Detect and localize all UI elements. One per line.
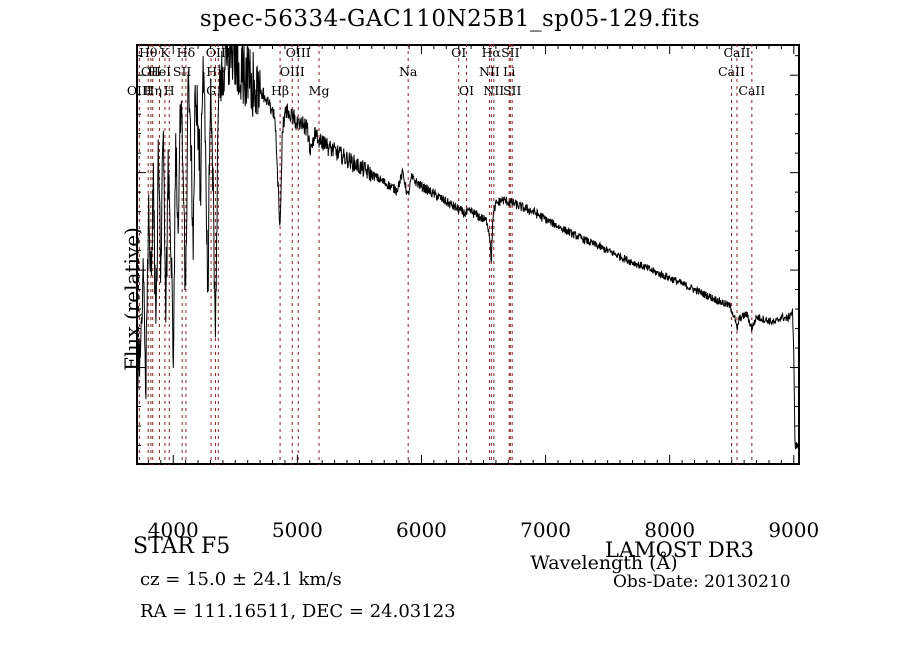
- line-label-oi: OI: [458, 83, 475, 98]
- line-label-h: Hθ: [138, 45, 158, 60]
- line-label-sii: SII: [501, 45, 520, 60]
- line-label-li: Li: [503, 64, 516, 79]
- x-tick-label: 9000: [768, 518, 820, 542]
- x-tick-label: 4000: [147, 518, 199, 542]
- line-label-sii: SII: [172, 64, 192, 79]
- page-title: spec-56334-GAC110N25B1_sp05-129.fits: [199, 6, 701, 32]
- line-label-h: Hα: [481, 45, 501, 60]
- plot-frame: [136, 44, 800, 465]
- y-axis-title: Flux (relative): [120, 227, 144, 371]
- line-label-h: Hη: [143, 83, 162, 98]
- observation-date: Obs-Date: 20130210: [613, 572, 791, 592]
- line-label-k: K: [160, 45, 170, 60]
- line-label-caii: CaII: [718, 64, 745, 79]
- line-label-caii: CaII: [723, 45, 751, 60]
- line-label-na: Na: [398, 64, 418, 79]
- line-label-h: H: [163, 83, 175, 98]
- line-label-oiii: OIII: [126, 83, 152, 98]
- line-label-nii: NII: [483, 83, 505, 98]
- object-class: STAR F5: [133, 534, 231, 559]
- x-tick-label: 5000: [271, 518, 323, 542]
- line-label-caii: CaII: [738, 83, 766, 98]
- line-label-oii: OII: [140, 64, 161, 79]
- survey-name: LAMOST DR3: [605, 538, 754, 562]
- line-label-sii: SII: [502, 83, 522, 98]
- line-label-h: Hδ: [176, 45, 196, 60]
- line-label-mg: Mg: [308, 83, 330, 98]
- line-label-h: Hγ: [206, 64, 225, 79]
- line-label-hei: HeI: [147, 64, 172, 79]
- line-label-oiii: OIII: [205, 45, 231, 60]
- x-tick-label: 6000: [396, 518, 447, 542]
- x-tick-label: 7000: [520, 518, 572, 542]
- line-label-g: G: [206, 83, 217, 98]
- line-label-nii: NII: [479, 64, 500, 79]
- line-label-h: Hβ: [271, 83, 290, 98]
- spectrum-canvas: [136, 44, 800, 465]
- x-tick-label: 8000: [644, 518, 696, 542]
- line-label-oi: OI: [451, 45, 467, 60]
- line-label-oiii: OIII: [285, 45, 311, 60]
- radial-velocity: cz = 15.0 ± 24.1 km/s: [140, 569, 342, 590]
- coordinates: RA = 111.16511, DEC = 24.03123: [140, 601, 456, 622]
- x-axis-title: Wavelength (Å): [530, 552, 678, 574]
- line-label-oiii: OIII: [279, 64, 305, 79]
